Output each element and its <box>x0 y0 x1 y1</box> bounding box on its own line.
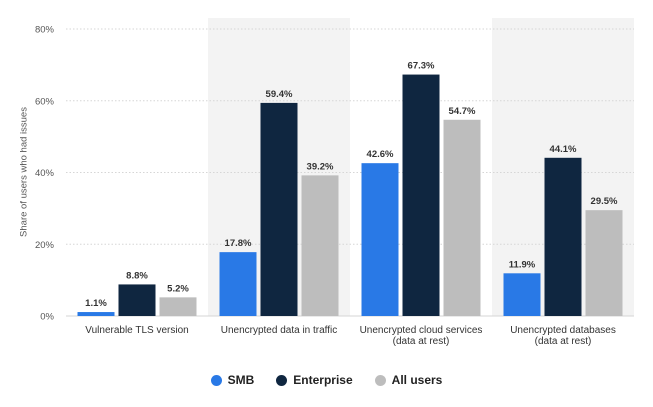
x-tick-label-line: Unencrypted databases <box>510 325 616 336</box>
bar <box>219 252 257 316</box>
x-tick-label: Unencrypted cloud services (data at rest) <box>360 325 483 347</box>
data-label: 44.1% <box>550 144 577 155</box>
data-label: 29.5% <box>591 196 618 207</box>
data-labels: 1.1% 8.8% 5.2% 17.8% 59.4% 39.2% 42.6% 67.3% 54.… <box>85 61 618 309</box>
x-tick-label-line: (data at rest) <box>393 336 450 347</box>
legend-marker <box>374 374 386 386</box>
legend-label: Enterprise <box>293 373 353 387</box>
y-tick-label: 80% <box>35 25 55 36</box>
legend: SMB Enterprise All users <box>0 370 653 390</box>
data-label: 8.8% <box>126 270 148 281</box>
data-label: 42.6% <box>367 149 394 160</box>
bar <box>159 297 197 316</box>
y-tick-label: 60% <box>35 96 55 107</box>
bars <box>77 74 623 316</box>
x-tick-label-line: Vulnerable TLS version <box>85 325 188 336</box>
bar <box>544 157 582 316</box>
x-tick-label-line: (data at rest) <box>535 336 592 347</box>
y-axis-label: Share of users who had issues <box>18 107 30 237</box>
data-label: 17.8% <box>225 238 252 249</box>
data-label: 59.4% <box>266 89 293 100</box>
x-tick-label-line: Unencrypted data in traffic <box>221 325 338 336</box>
bar <box>443 119 481 316</box>
x-tick-label-line: Unencrypted cloud services <box>360 325 483 336</box>
bar <box>118 284 156 316</box>
legend-label: SMB <box>227 373 255 387</box>
data-label: 54.7% <box>449 106 476 117</box>
x-tick-label: Unencrypted data in traffic <box>221 325 338 336</box>
legend-item[interactable]: SMB <box>210 373 255 387</box>
bar <box>361 163 399 316</box>
legend-label: All users <box>391 373 443 387</box>
legend-marker <box>276 374 288 386</box>
bar <box>77 312 115 316</box>
data-label: 11.9% <box>509 259 536 270</box>
x-tick-label: Vulnerable TLS version <box>85 325 188 336</box>
data-label: 1.1% <box>85 298 107 309</box>
x-tick-label: Unencrypted databases (data at rest) <box>510 325 616 347</box>
legend-marker <box>210 374 222 386</box>
data-label: 67.3% <box>408 61 435 72</box>
legend-item[interactable]: Enterprise <box>276 373 353 387</box>
y-tick-label: 0% <box>40 312 54 323</box>
y-tick-label: 40% <box>35 168 55 179</box>
data-label: 39.2% <box>307 161 334 172</box>
bar <box>260 102 298 316</box>
data-label: 5.2% <box>167 283 189 294</box>
bar <box>503 273 541 316</box>
bar <box>585 210 623 316</box>
legend-item[interactable]: All users <box>374 373 443 387</box>
x-axis-labels: Vulnerable TLS version Unencrypted data i… <box>85 325 616 347</box>
bar <box>301 175 339 316</box>
y-tick-label: 20% <box>35 240 55 251</box>
bar <box>402 74 440 316</box>
